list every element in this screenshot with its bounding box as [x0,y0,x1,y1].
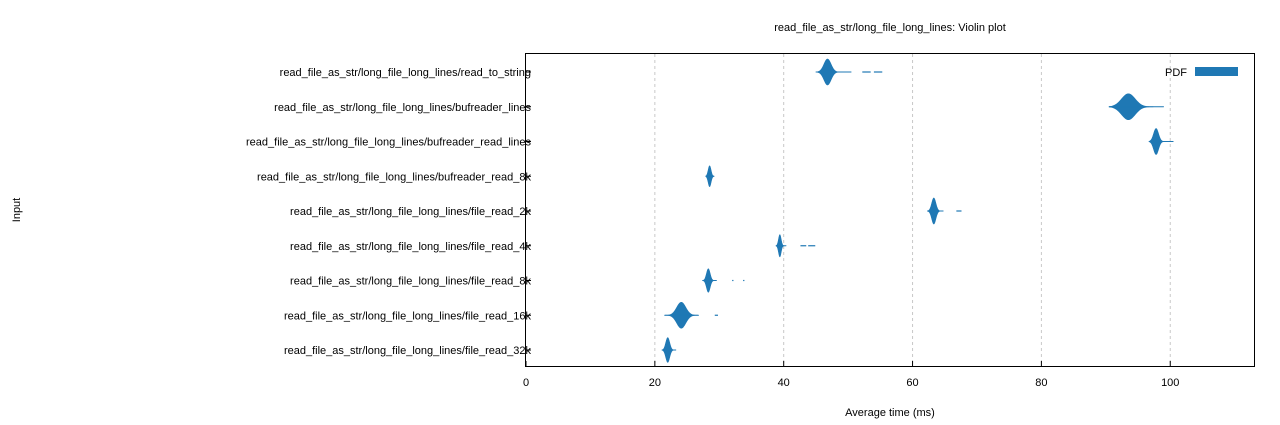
violins [661,58,1174,363]
plot-frame [525,53,1255,367]
violin-2 [1148,128,1174,155]
y-tick-label: read_file_as_str/long_file_long_lines/fi… [284,345,532,357]
y-tick-label: read_file_as_str/long_file_long_lines/re… [280,67,531,79]
legend-label: PDF [1165,67,1187,79]
y-tick-label: read_file_as_str/long_file_long_lines/fi… [284,310,532,322]
x-tick-label-40: 40 [778,377,790,389]
grid-lines [654,54,1171,366]
y-tick-label: read_file_as_str/long_file_long_lines/bu… [274,102,531,114]
y-tick-label: read_file_as_str/long_file_long_lines/bu… [257,171,531,183]
violin-1 [1108,93,1164,121]
violin-3 [705,165,715,187]
violin-4 [927,197,962,225]
y-tick-label: read_file_as_str/long_file_long_lines/fi… [290,276,531,288]
violin-8 [661,337,677,363]
x-tick-label-20: 20 [649,377,661,389]
violin-6 [702,268,745,293]
chart-title: read_file_as_str/long_file_long_lines: V… [774,22,1006,34]
y-tick-label: read_file_as_str/long_file_long_lines/fi… [290,241,531,253]
violin-7 [664,301,718,329]
x-tick-label-60: 60 [906,377,918,389]
y-tick-label: read_file_as_str/long_file_long_lines/fi… [290,206,531,218]
x-tick-label-100: 100 [1161,377,1179,389]
y-axis-label: Input [11,198,23,222]
legend-swatch [1195,67,1238,76]
x-tick-label-80: 80 [1035,377,1047,389]
violin-5 [775,234,816,258]
x-tick-label-0: 0 [523,377,529,389]
x-ticks: 0 20 40 60 80 100 [523,361,1179,389]
violin-0 [815,58,883,86]
legend: PDF [1165,67,1238,79]
y-tick-label: read_file_as_str/long_file_long_lines/bu… [246,137,531,149]
x-axis-label: Average time (ms) [845,407,935,419]
y-ticks: read_file_as_str/long_file_long_lines/re… [246,67,531,357]
